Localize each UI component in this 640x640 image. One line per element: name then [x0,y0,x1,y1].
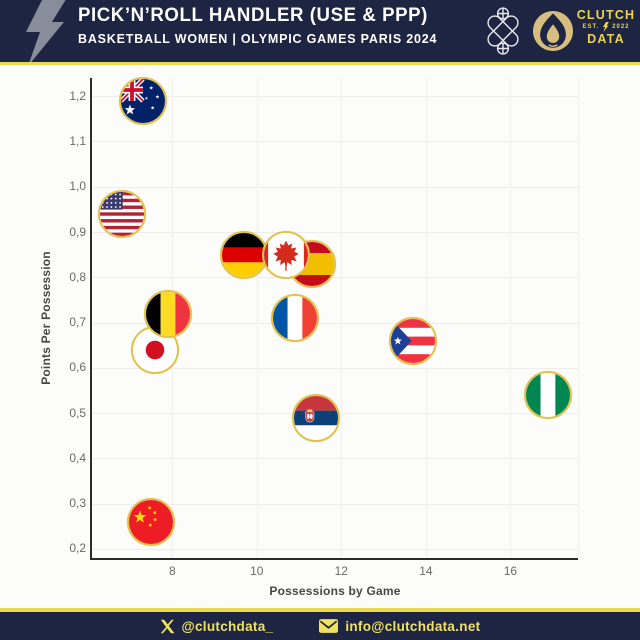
clutch-data-logo: CLUTCH EST. 2022 DATA [576,8,636,46]
h-gridline [92,232,578,233]
flag-ngr-icon [526,373,571,417]
x-twitter-icon [160,619,175,633]
y-tick-label: 0,8 [69,269,86,284]
envelope-icon [319,619,339,633]
page-title: PICK’N’ROLL HANDLER (USE & PPP) [78,5,428,26]
y-tick-label: 0,3 [69,496,86,511]
h-gridline [92,367,578,369]
data-point-aus [118,76,167,125]
pick-and-roll-icon [487,7,519,55]
header-accent-line [0,62,640,65]
header-bar: PICK’N’ROLL HANDLER (USE & PPP) BASKETBA… [0,0,640,66]
y-tick-label: 0,5 [69,405,86,420]
data-point-can [262,230,311,279]
data-point-usa [97,189,146,238]
x-axis-title: Possessions by Game [269,584,401,598]
data-point-chn [127,497,176,546]
footer-bar: @clutchdata_ info@clutchdata.net [0,612,640,640]
v-gridline [341,78,343,558]
y-tick-label: 0,6 [69,360,86,375]
twitter-handle-text: @clutchdata_ [181,618,274,634]
v-gridline [510,78,512,558]
flag-fra-icon [272,296,317,340]
y-tick-label: 0,7 [69,315,86,329]
email-link[interactable]: info@clutchdata.net [319,619,480,634]
data-point-fra [270,294,319,342]
flag-ger-icon [222,232,267,277]
y-tick-label: 1,1 [69,133,86,148]
y-tick-label: 0,4 [69,450,86,465]
flag-srb-icon [294,395,338,440]
h-gridline [92,141,578,143]
data-point-ger [220,230,269,279]
lightning-bolt-icon [26,0,66,66]
x-tick-label: 10 [250,564,264,578]
x-tick-label: 12 [334,564,348,578]
data-point-ngr [524,371,573,419]
y-axis-title: Points Per Possession [39,251,53,385]
y-tick-label: 0,2 [69,541,86,556]
flag-chn-icon [129,499,174,544]
clutch-data-logo-line1: CLUTCH [576,8,636,22]
flag-aus-icon [120,78,165,123]
flag-can-icon [264,232,309,277]
header-titles: PICK’N’ROLL HANDLER (USE & PPP) BASKETBA… [78,5,488,46]
y-tick-label: 0,9 [69,224,86,239]
h-gridline [92,322,578,324]
footer-accent-line [0,608,640,612]
h-gridline [92,277,578,279]
scatter-chart: 1,2 1,1 1,0 0,9 0,8 0,7 0,6 0,5 0,4 0,3 0,2 8 10 12 14… [0,65,640,608]
x-axis-line [90,558,578,560]
flag-pur-icon [391,318,436,363]
small-bolt-icon [603,22,609,32]
x-tick-label: 8 [168,564,176,578]
y-tick-label: 1,2 [69,88,86,103]
data-point-pur [389,316,438,365]
flag-jpn-icon [133,327,178,372]
email-text: info@clutchdata.net [345,618,481,634]
clutch-data-logo-est: EST. 2022 [582,22,630,32]
clutch-data-logo-line2: DATA [587,32,625,46]
flag-usa-icon [99,191,144,236]
h-gridline [92,548,578,550]
v-gridline [578,78,579,558]
x-tick-label: 14 [419,564,433,578]
h-gridline [92,458,578,460]
paris-2024-flame-logo [532,10,574,52]
y-axis-line [90,78,92,560]
data-point-srb [292,393,340,442]
twitter-handle-link[interactable]: @clutchdata_ [160,619,274,634]
x-tick-label: 16 [503,564,518,578]
y-tick-label: 1,0 [69,179,86,194]
flag-bel-icon [146,291,191,336]
h-gridline [92,96,578,98]
v-gridline [425,78,427,558]
data-point-bel [144,289,193,338]
h-gridline [92,186,578,188]
page-subtitle: BASKETBALL WOMEN | OLYMPIC GAMES PARIS 2… [78,32,438,46]
h-gridline [92,503,578,505]
v-gridline [256,78,258,558]
